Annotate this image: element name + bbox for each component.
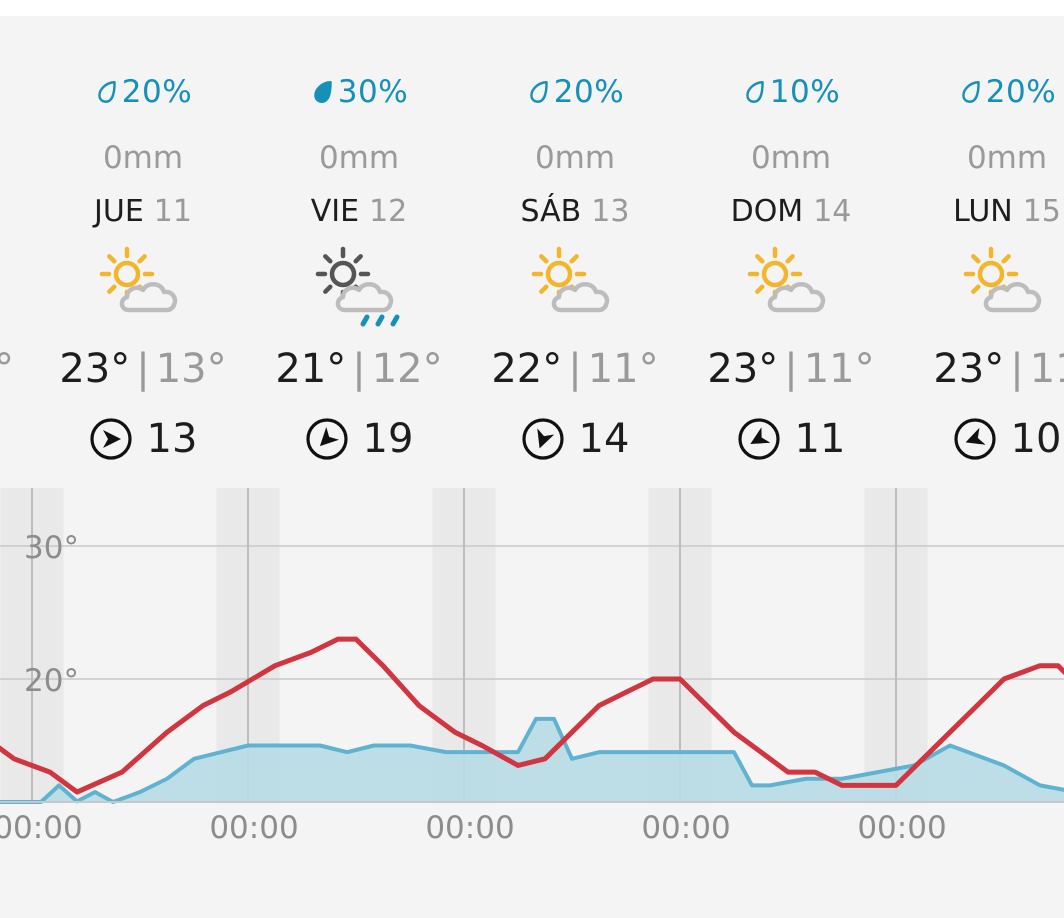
sun-cloud-rain-icon [315,246,400,327]
weather-icon [683,244,899,334]
weather-icon [251,244,467,334]
rain-amount: 0mm [102,140,184,176]
weather-icon [467,244,683,334]
rain-amount: 0mm [534,140,616,176]
temperature-line [0,636,1064,795]
raindrop-icon [962,81,980,103]
wind: 19 [251,416,467,462]
rain-amount: 0mm [318,140,400,176]
wind-direction-icon [305,418,348,460]
wind: 14 [467,416,683,462]
raindrop-icon [746,81,764,103]
temperature-range: 23°|11 [933,346,1064,392]
day-label: JUE 11 [94,194,192,229]
y-tick-label: 30° [24,530,79,566]
precip-probability: 10% [683,74,899,110]
temperature-chart: 30° 20° 00:00 00:00 00:00 00:00 00:00 [0,488,1064,846]
temperature-range: 22° | 11° [491,346,659,392]
wind: 11 [683,416,899,462]
raindrop-icon [98,81,116,103]
x-tick-label: 00:00 [857,810,946,846]
x-tick-label: 00:00 [209,810,298,846]
wind: 13 [35,416,251,462]
rain-amount: 0mm [750,140,832,176]
forecast-panel: 20% 0mm JUE 11 23° | 13° 13 30% 0mm [0,16,1064,918]
day-label: SÁB 13 [520,194,630,229]
temperature-range: 23° | 11° [707,346,875,392]
wind-direction-icon [521,418,564,460]
wind: 10 [899,416,1064,462]
day-label: LUN 15 [953,194,1061,229]
weather-icon [35,244,251,334]
day-label: DOM 14 [730,194,852,229]
rain-amount: 0mm [966,140,1048,176]
precip-probability: 20% [35,74,251,110]
wind-direction-icon [737,418,780,460]
y-tick-label: 20° [24,663,79,699]
sun-cloud-icon [531,246,610,313]
precip-probability: 30% [251,74,467,110]
raindrop-icon [314,81,332,103]
x-tick-label: 00:00 [425,810,514,846]
x-tick-label: 00:00 [641,810,730,846]
raindrop-icon [530,81,548,103]
temperature-range: 23° | 13° [59,346,227,392]
partial-min-temp: ° [0,346,14,392]
wind-direction-icon [89,418,132,460]
temperature-range: 21° | 12° [275,346,443,392]
sun-cloud-icon [747,246,826,313]
wind-direction-icon [953,418,996,460]
x-tick-label: 00:00 [0,810,83,846]
weather-icon [899,244,1064,334]
precip-probability: 20% [899,74,1064,110]
precip-probability: 20% [467,74,683,110]
sun-cloud-icon [99,246,178,313]
sun-cloud-icon [963,246,1042,313]
day-label: VIE 12 [310,194,408,229]
